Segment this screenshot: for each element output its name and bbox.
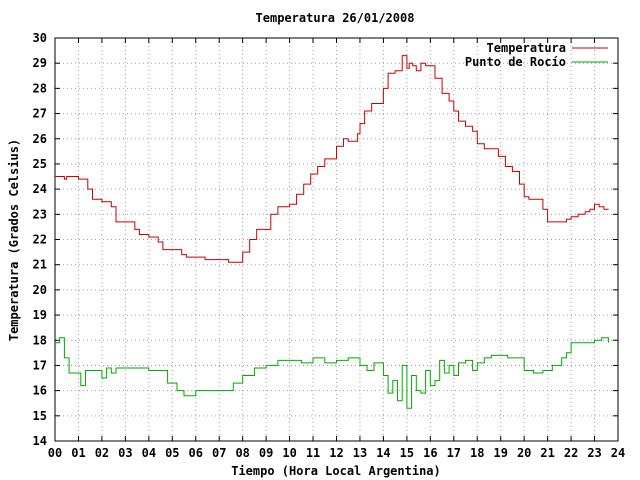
y-tick-label: 14: [33, 434, 47, 448]
x-tick-label: 22: [564, 446, 578, 460]
y-tick-label: 21: [33, 258, 47, 272]
y-tick-label: 24: [33, 182, 47, 196]
x-tick-label: 09: [259, 446, 273, 460]
chart-title: Temperatura 26/01/2008: [256, 11, 415, 25]
x-tick-label: 03: [118, 446, 132, 460]
x-tick-label: 19: [493, 446, 507, 460]
x-tick-label: 01: [71, 446, 85, 460]
x-axis-label: Tiempo (Hora Local Argentina): [231, 464, 441, 478]
x-tick-label: 12: [329, 446, 343, 460]
x-tick-label: 20: [517, 446, 531, 460]
x-tick-label: 08: [235, 446, 249, 460]
y-tick-label: 23: [33, 207, 47, 221]
y-tick-label: 20: [33, 283, 47, 297]
y-tick-label: 19: [33, 308, 47, 322]
x-tick-label: 21: [540, 446, 554, 460]
x-tick-label: 18: [470, 446, 484, 460]
x-tick-label: 15: [400, 446, 414, 460]
x-tick-label: 16: [423, 446, 437, 460]
x-tick-label: 14: [376, 446, 390, 460]
axis-ticks: 00 01 02 03 04 05 06 07 08 09 10 11 12 13 14 15 16 17 18 19…: [33, 31, 626, 460]
x-tick-label: 17: [447, 446, 461, 460]
legend: Temperatura Punto de Rocío: [465, 41, 608, 69]
x-tick-label: 02: [95, 446, 109, 460]
x-tick-label: 00: [48, 446, 62, 460]
y-tick-label: 18: [33, 333, 47, 347]
y-tick-label: 15: [33, 409, 47, 423]
y-tick-label: 29: [33, 56, 47, 70]
y-tick-label: 27: [33, 107, 47, 121]
x-tick-label: 24: [611, 446, 625, 460]
y-axis-label: Temperatura (Grados Celsius): [7, 139, 21, 341]
y-tick-label: 30: [33, 31, 47, 45]
series-line-temperatura: [55, 55, 609, 263]
x-tick-label: 10: [282, 446, 296, 460]
x-tick-label: 06: [189, 446, 203, 460]
series: [55, 55, 610, 409]
legend-label-temperatura: Temperatura: [487, 41, 566, 55]
y-tick-label: 17: [33, 358, 47, 372]
series-line-punto-de-rocio: [55, 337, 610, 409]
y-tick-label: 16: [33, 384, 47, 398]
grid: [55, 38, 618, 441]
x-tick-label: 07: [212, 446, 226, 460]
x-tick-label: 13: [353, 446, 367, 460]
y-tick-label: 22: [33, 233, 47, 247]
x-tick-label: 11: [306, 446, 320, 460]
legend-label-punto-de-rocio: Punto de Rocío: [465, 55, 566, 69]
x-tick-label: 23: [587, 446, 601, 460]
y-tick-label: 26: [33, 132, 47, 146]
x-tick-label: 04: [142, 446, 156, 460]
y-tick-label: 28: [33, 81, 47, 95]
x-tick-label: 05: [165, 446, 179, 460]
y-tick-label: 25: [33, 157, 47, 171]
